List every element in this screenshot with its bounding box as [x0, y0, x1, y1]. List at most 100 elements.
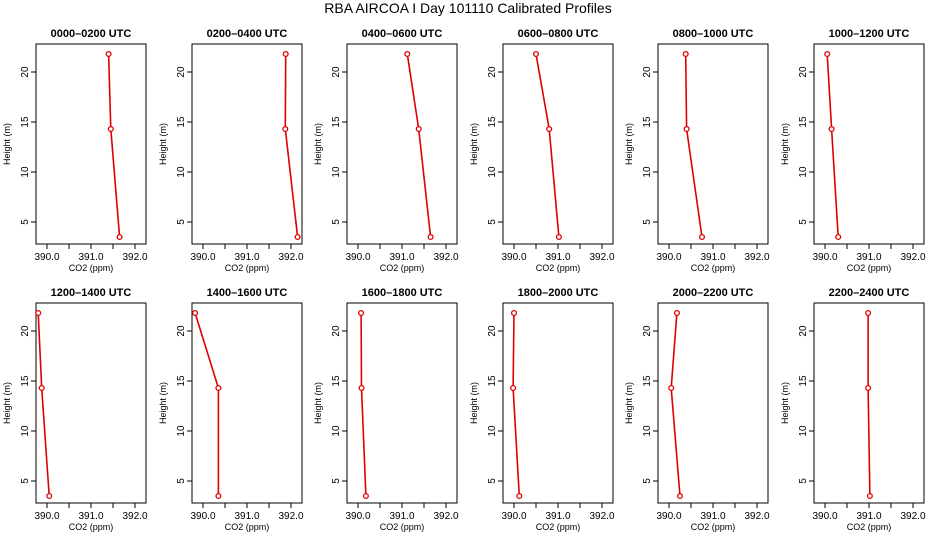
plot-frame — [502, 43, 614, 245]
data-point — [116, 233, 123, 241]
y-axis-label: Height (m) — [624, 382, 634, 424]
y-axis-label: Height (m) — [158, 123, 168, 165]
data-point — [282, 125, 289, 133]
x-tick-label: 391.0 — [545, 511, 570, 522]
plot-frame — [35, 302, 147, 504]
x-tick-label: 392.0 — [433, 252, 458, 263]
x-tick-label: 392.0 — [589, 252, 614, 263]
y-tick-label: 5 — [642, 478, 653, 484]
y-axis-label: Height (m) — [158, 382, 168, 424]
data-point — [683, 125, 690, 133]
y-tick-label: 5 — [176, 478, 187, 484]
y-tick-label: 10 — [331, 166, 342, 178]
y-tick-label: 10 — [642, 166, 653, 178]
data-point — [294, 233, 301, 241]
y-tick-label: 10 — [20, 425, 31, 437]
y-tick-label: 5 — [487, 219, 498, 225]
y-tick-label: 5 — [331, 219, 342, 225]
x-axis-label: CO2 (ppm) — [536, 263, 581, 273]
y-axis-label: Height (m) — [313, 382, 323, 424]
x-tick-label: 390.0 — [190, 511, 215, 522]
y-tick-label: 10 — [176, 166, 187, 178]
x-tick-label: 390.0 — [190, 252, 215, 263]
y-tick-label: 20 — [642, 66, 653, 78]
x-tick-label: 391.0 — [389, 511, 414, 522]
panel-title: 1400–1600 UTC — [207, 287, 288, 299]
y-tick-label: 15 — [798, 116, 809, 128]
plot-frame — [346, 302, 458, 504]
x-tick-label: 391.0 — [856, 252, 881, 263]
y-tick-label: 20 — [176, 66, 187, 78]
y-axis-label: Height (m) — [469, 382, 479, 424]
y-tick-label: 10 — [642, 425, 653, 437]
panel-title: 0200–0400 UTC — [207, 28, 288, 40]
y-tick-label: 5 — [176, 219, 187, 225]
profile-panel-6: 1000–1200 UTC 390.0 391.0 392.0 5 10 15 20 CO2 (… — [780, 28, 926, 273]
data-point — [358, 309, 365, 317]
x-tick-label: 391.0 — [78, 252, 103, 263]
y-tick-label: 20 — [487, 66, 498, 78]
x-tick-label: 390.0 — [501, 511, 526, 522]
profile-line — [826, 53, 839, 238]
plot-frame — [657, 302, 769, 504]
x-tick-label: 391.0 — [234, 511, 259, 522]
data-point — [358, 384, 365, 392]
y-axis-label: Height (m) — [624, 123, 634, 165]
data-point — [215, 492, 222, 500]
x-tick-label: 392.0 — [744, 511, 769, 522]
profile-line — [512, 312, 521, 497]
y-axis-label: Height (m) — [2, 123, 12, 165]
x-axis-label: CO2 (ppm) — [691, 263, 736, 273]
data-point — [682, 50, 689, 58]
panel-title: 1600–1800 UTC — [362, 287, 443, 299]
x-tick-label: 392.0 — [900, 511, 925, 522]
data-point — [865, 384, 872, 392]
data-point — [427, 233, 434, 241]
data-point — [510, 384, 517, 392]
y-tick-label: 20 — [798, 66, 809, 78]
x-axis-label: CO2 (ppm) — [691, 522, 736, 532]
data-point — [510, 309, 518, 317]
y-tick-label: 15 — [798, 375, 809, 387]
y-tick-label: 20 — [331, 66, 342, 78]
y-tick-label: 15 — [331, 375, 342, 387]
data-point — [673, 309, 680, 317]
data-point — [105, 50, 112, 58]
data-point — [415, 125, 422, 133]
y-tick-label: 10 — [20, 166, 31, 178]
x-tick-label: 390.0 — [345, 511, 370, 522]
data-point — [555, 233, 562, 241]
x-tick-label: 391.0 — [78, 511, 103, 522]
data-point — [404, 50, 411, 58]
figure-title: RBA AIRCOA I Day 101110 Calibrated Profi… — [324, 0, 611, 16]
data-point — [38, 384, 45, 392]
x-tick-label: 390.0 — [34, 252, 59, 263]
x-tick-label: 390.0 — [501, 252, 526, 263]
y-tick-label: 10 — [331, 425, 342, 437]
y-tick-label: 20 — [487, 325, 498, 337]
y-tick-label: 15 — [176, 375, 187, 387]
y-tick-label: 20 — [798, 325, 809, 337]
plot-frame — [657, 43, 769, 245]
data-point — [46, 492, 53, 500]
data-point — [516, 492, 523, 500]
y-axis-label: Height (m) — [780, 123, 790, 165]
y-tick-label: 15 — [487, 116, 498, 128]
y-axis-label: Height (m) — [469, 123, 479, 165]
profile-panel-3: 0400–0600 UTC 390.0 391.0 392.0 5 10 15 20 CO2 (… — [313, 28, 459, 273]
y-axis-label: Height (m) — [313, 123, 323, 165]
x-tick-label: 391.0 — [700, 252, 725, 263]
panel-title: 0400–0600 UTC — [362, 28, 443, 40]
panel-title: 1800–2000 UTC — [518, 287, 599, 299]
data-point — [282, 50, 289, 58]
x-tick-label: 391.0 — [234, 252, 259, 263]
x-axis-label: CO2 (ppm) — [225, 522, 270, 532]
y-tick-label: 5 — [798, 478, 809, 484]
x-tick-label: 391.0 — [545, 252, 570, 263]
x-tick-label: 391.0 — [389, 252, 414, 263]
plot-frame — [502, 302, 614, 504]
profile-panel-1: 0000–0200 UTC 390.0 391.0 392.0 5 10 15 20 CO2 (… — [2, 28, 148, 273]
profile-panel-5: 0800–1000 UTC 390.0 391.0 392.0 5 10 15 20 CO2 (… — [624, 28, 770, 273]
x-axis-label: CO2 (ppm) — [847, 263, 892, 273]
panel-title: 0600–0800 UTC — [518, 28, 599, 40]
